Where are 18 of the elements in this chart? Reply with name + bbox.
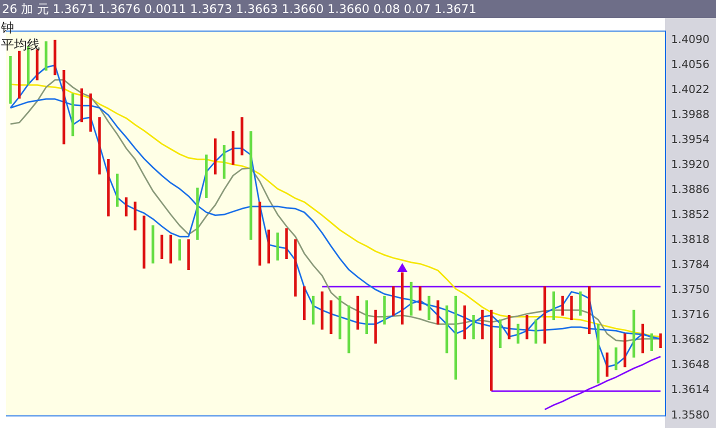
y-tick-label: 1.4056 <box>671 58 710 72</box>
y-tick-label: 1.3886 <box>671 183 710 196</box>
y-tick-label: 1.3614 <box>671 383 710 396</box>
y-tick-label: 1.3988 <box>671 108 710 122</box>
annotation: 平均线 <box>1 38 40 53</box>
y-tick-label: 1.3818 <box>671 233 710 246</box>
y-tick-label: 1.3954 <box>671 133 710 146</box>
y-tick-label: 1.3682 <box>671 333 710 346</box>
y-tick-label: 1.3920 <box>671 158 710 172</box>
y-tick-label: 1.3716 <box>671 308 710 322</box>
y-tick-label: 1.3648 <box>671 358 710 372</box>
y-tick-label: 1.3784 <box>671 258 710 272</box>
chart-title: 26 加 元 1.3671 1.3676 0.0011 1.3673 1.3663 1.3660 1.3660 0.08 0.07 1.3671 <box>0 0 716 18</box>
y-tick-label: 1.4090 <box>671 33 710 46</box>
y-tick-label: 1.3750 <box>671 283 710 296</box>
y-tick-label: 1.4022 <box>671 83 710 96</box>
y-tick-label: 1.3580 <box>671 408 710 422</box>
y-tick-label: 1.3852 <box>671 208 710 222</box>
